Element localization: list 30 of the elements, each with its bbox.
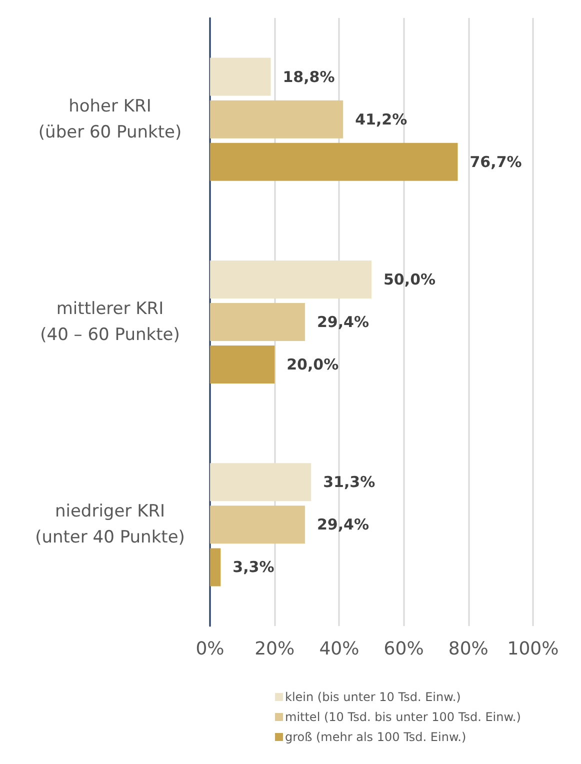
bar [210,303,305,341]
legend-label: klein (bis unter 10 Tsd. Einw.) [285,690,461,704]
x-tick-label: 20% [254,638,295,660]
x-tick-label: 0% [196,638,224,660]
data-label: 29,4% [316,313,370,331]
x-tick-label: 60% [384,638,424,660]
bar [210,548,221,586]
x-tick-label: 80% [448,638,488,660]
data-label: 50,0% [384,270,436,288]
data-label: 76,7% [470,152,522,171]
x-tick-label: 40% [319,638,360,660]
bar [210,346,275,384]
data-label: 29,4% [316,516,370,534]
data-label: 41,2% [355,110,408,128]
bar [210,58,271,96]
data-label: 3,3% [232,558,274,576]
x-tick-label: 100% [507,638,559,660]
data-label: 31,3% [323,473,376,492]
legend-label: groß (mehr als 100 Tsd. Einw.) [285,730,466,744]
data-label: 20,0% [286,356,339,374]
y-tick-label: mittlerer KRI (40 – 60 Punkte) [40,299,180,345]
bar [210,506,305,544]
y-tick-label: hoher KRI (über 60 Punkte) [38,96,182,142]
y-tick-label: niedriger KRI (unter 40 Punkte) [35,502,185,548]
bar [210,463,312,502]
legend-label: mittel (10 Tsd. bis unter 100 Tsd. Einw.) [285,710,521,724]
bar [210,142,458,181]
bar [210,260,372,298]
bar [210,100,344,138]
data-label: 18,8% [282,68,335,86]
